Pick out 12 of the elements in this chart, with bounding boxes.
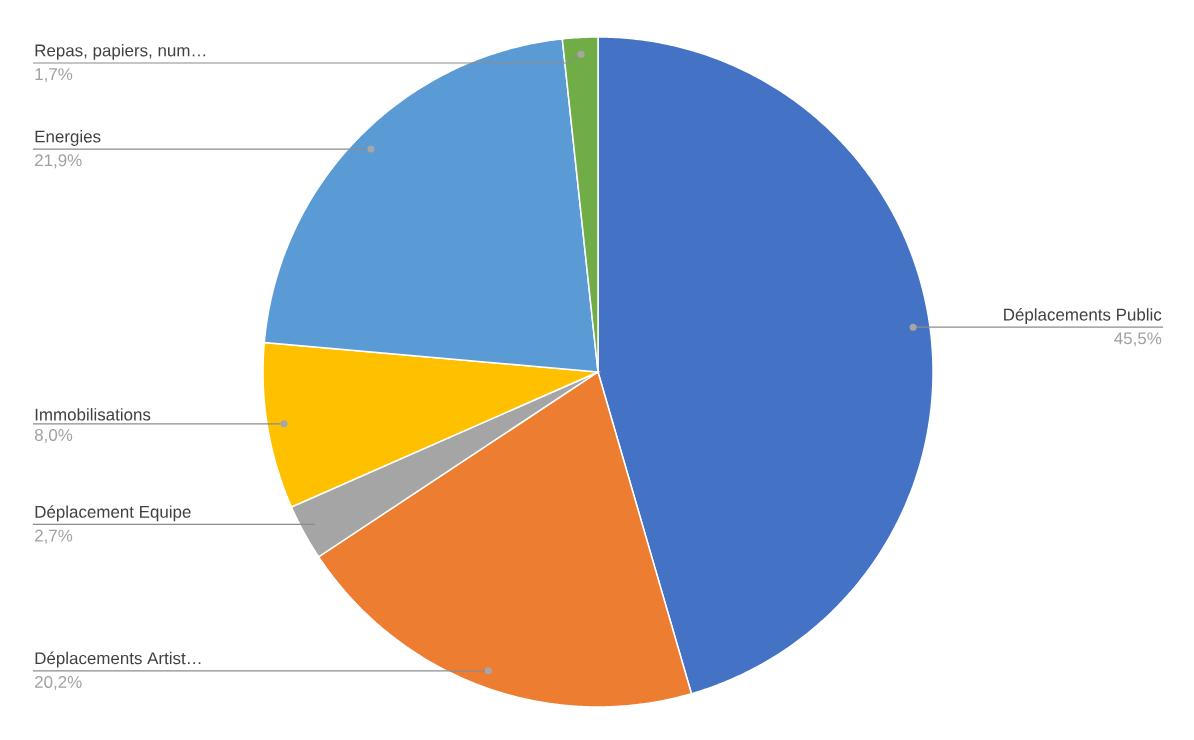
slice-label: Repas, papiers, num… <box>35 44 206 60</box>
data-label: 20,2% <box>35 675 82 690</box>
data-label: 45,5% <box>1114 332 1162 347</box>
data-label: 21,9% <box>35 154 82 169</box>
data-label: 2,7% <box>35 529 73 544</box>
data-label: 1,7% <box>35 68 73 83</box>
slice-label: Déplacement Equipe <box>35 505 191 522</box>
slice-label: Energies <box>35 130 101 146</box>
data-label: 8,0% <box>34 428 73 443</box>
slice-label: Déplacements Artist… <box>35 651 201 668</box>
slice-label: Déplacements Public <box>1004 308 1162 324</box>
slice-label: Immobilisations <box>35 408 151 421</box>
